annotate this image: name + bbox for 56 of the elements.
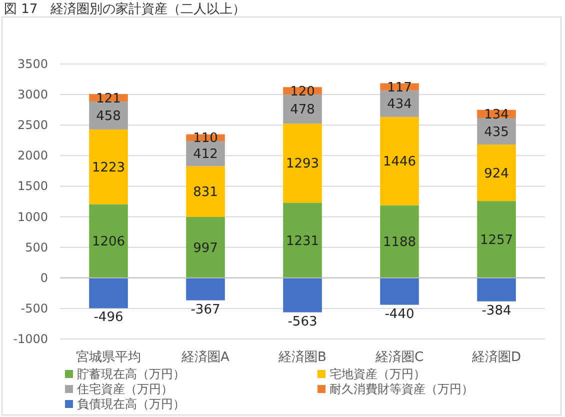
data-label: 1257 [480,232,514,248]
data-label: 1188 [382,235,416,250]
data-label: 997 [193,240,218,256]
bar [89,129,128,204]
data-label: 458 [96,108,121,124]
data-label: -563 [288,314,318,330]
x-tick-label: 経済圏C [374,349,424,365]
bar [89,278,128,308]
data-label: -440 [384,306,414,322]
y-tick-label: 2500 [17,118,48,132]
bar [283,202,322,278]
y-tick-label: 1500 [17,179,48,194]
bar [380,205,419,278]
bar [186,278,225,300]
bar [477,201,516,278]
y-tick-label: 3000 [17,88,48,102]
data-label: 434 [387,97,412,112]
bar [477,144,516,202]
data-label: 478 [290,102,315,118]
legend-label: 宅地資産（万円） [330,367,426,381]
bar [380,278,419,305]
data-label: 1206 [92,234,126,250]
data-label: 412 [193,147,218,162]
x-tick-label: 経済圏B [278,349,326,365]
chart-title: 図 17 経済圏別の家計資産（二人以上） [4,1,246,17]
x-tick-label: 宮城県平均 [76,349,141,365]
bar [380,116,419,206]
bar [186,166,225,217]
y-tick-label: 0 [40,270,48,285]
data-label: 1231 [286,234,320,249]
x-tick-label: 経済圏D [470,349,522,365]
data-label: 831 [193,185,218,200]
bar [186,216,225,278]
y-tick-label: 500 [25,240,48,254]
y-tick-label: 1000 [17,210,48,224]
legend-label: 負債現在高（万円） [77,397,185,411]
x-tick-label: 経済圏A [180,349,230,365]
data-label: 1293 [286,156,320,172]
bar [477,278,516,302]
data-label: 924 [484,166,509,182]
legend-label: 耐久消費財等資産（万円） [330,382,474,396]
data-label: -496 [94,310,124,326]
y-tick-label: -1000 [13,332,48,346]
data-label: -384 [482,303,512,318]
bar [283,278,322,312]
data-label: 435 [484,124,509,140]
bar [283,124,322,203]
bar [89,204,128,278]
y-tick-label: 2000 [17,148,48,163]
y-tick-label: -500 [20,301,48,316]
data-label: 1446 [382,154,416,170]
legend-label: 住宅資産（万円） [76,382,173,396]
data-label: -367 [190,302,220,318]
legend-label: 貯蓄現在高（万円） [77,367,185,381]
y-tick-label: 3500 [17,57,48,71]
data-label: 1223 [92,160,126,176]
